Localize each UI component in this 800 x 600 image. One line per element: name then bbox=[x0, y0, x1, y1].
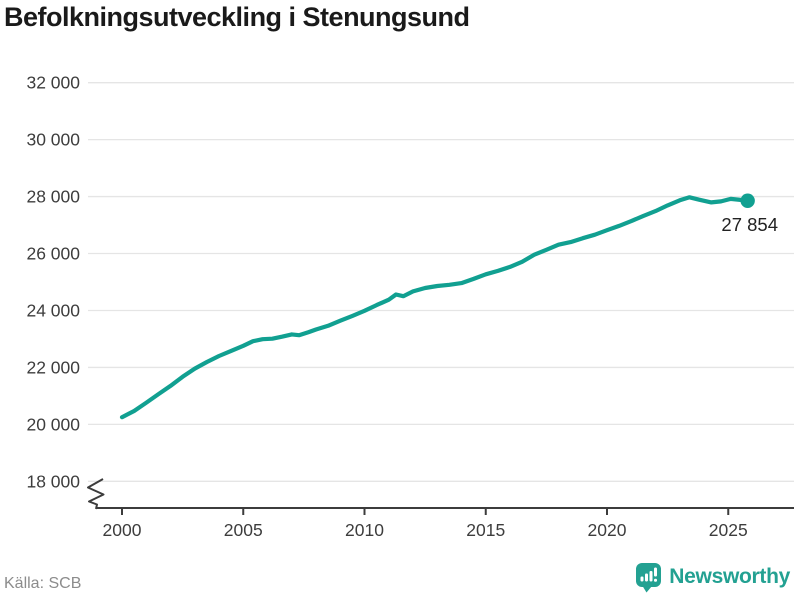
newsworthy-icon bbox=[636, 562, 662, 592]
y-tick-label: 28 000 bbox=[26, 187, 80, 207]
x-tick-label: 2020 bbox=[588, 520, 627, 540]
x-tick-label: 2010 bbox=[345, 520, 384, 540]
y-tick-label: 30 000 bbox=[26, 130, 80, 150]
axis-break-icon bbox=[87, 478, 105, 510]
brand-name: Newsworthy bbox=[669, 565, 790, 588]
y-tick-label: 20 000 bbox=[26, 414, 80, 434]
y-tick-label: 24 000 bbox=[26, 300, 80, 320]
y-tick-label: 26 000 bbox=[26, 244, 80, 264]
source-note: Källa: SCB bbox=[4, 575, 82, 592]
y-tick-label: 32 000 bbox=[26, 73, 80, 93]
x-tick-label: 2025 bbox=[709, 520, 748, 540]
x-tick-label: 2005 bbox=[224, 520, 263, 540]
y-tick-label: 22 000 bbox=[26, 357, 80, 377]
y-tick-label: 18 000 bbox=[26, 471, 80, 491]
population-line bbox=[119, 195, 750, 420]
end-value-label: 27 854 bbox=[721, 214, 778, 235]
population-line-chart: 18 000 20 000 22 000 24 000 26 000 28 000 30 0… bbox=[26, 73, 794, 540]
chart-title: Befolkningsutveckling i Stenungsund bbox=[4, 2, 470, 32]
x-tick-label: 2015 bbox=[466, 520, 505, 540]
newsworthy-logo[interactable]: Newsworthy bbox=[635, 560, 790, 594]
x-tick-label: 2000 bbox=[103, 520, 142, 540]
series-end-dot bbox=[740, 193, 755, 208]
